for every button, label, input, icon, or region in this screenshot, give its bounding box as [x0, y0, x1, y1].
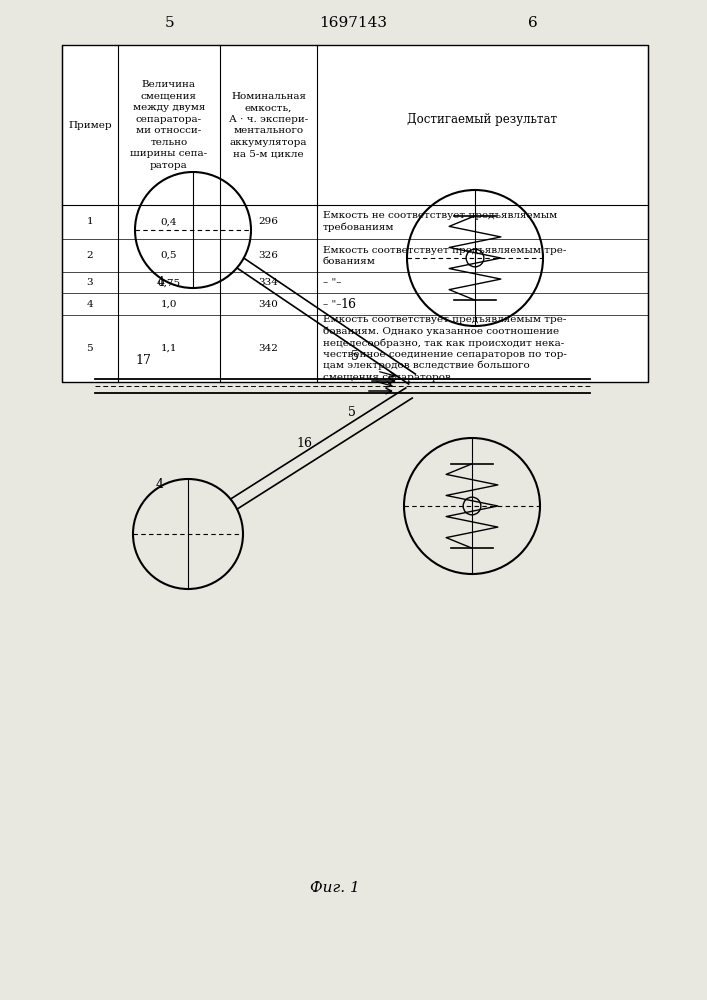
Text: Достигаемый результат: Достигаемый результат [407, 113, 558, 126]
Text: 1,1: 1,1 [160, 344, 177, 353]
Text: 5: 5 [348, 406, 356, 420]
Text: 296: 296 [259, 217, 279, 226]
Text: 326: 326 [259, 251, 279, 260]
Text: Величина
смещения
между двумя
сепаратора-
ми относси-
тельно
ширины сепа-
ратора: Величина смещения между двумя сепаратора… [130, 80, 208, 170]
Text: 6: 6 [528, 16, 538, 30]
Text: 334: 334 [259, 278, 279, 287]
Text: 1: 1 [86, 217, 93, 226]
Text: 342: 342 [259, 344, 279, 353]
Bar [62, 45, 648, 382]
Text: 1697143: 1697143 [319, 16, 387, 30]
Text: Пример: Пример [68, 120, 112, 129]
Text: 340: 340 [259, 300, 279, 309]
Text: 4: 4 [86, 300, 93, 309]
Text: 5: 5 [351, 351, 359, 363]
Text: Емкость не соответствует предъявляемым
требованиям: Емкость не соответствует предъявляемым т… [323, 211, 557, 232]
Text: – "–: – "– [323, 300, 341, 309]
Text: 5: 5 [86, 344, 93, 353]
Text: 2: 2 [86, 251, 93, 260]
Text: 0,75: 0,75 [158, 278, 180, 287]
Text: 0,5: 0,5 [160, 251, 177, 260]
Text: 5: 5 [165, 16, 175, 30]
Text: Номинальная
емкость,
А · ч. экспери-
ментального
аккумулятора
на 5-м цикле: Номинальная емкость, А · ч. экспери- мен… [229, 92, 308, 158]
Text: – "–: – "– [323, 278, 341, 287]
Text: 1,0: 1,0 [160, 300, 177, 309]
Text: 0,4: 0,4 [160, 217, 177, 226]
Text: Емкость соответствует предъявляемым тре-
бованиям. Однако указанное соотношение
: Емкость соответствует предъявляемым тре-… [323, 315, 567, 382]
Text: Емкость соответствует предъявляемым тре-
бованиям: Емкость соответствует предъявляемым тре-… [323, 246, 566, 266]
Text: 16: 16 [341, 298, 357, 311]
Text: 17: 17 [135, 354, 151, 366]
Text: 4: 4 [156, 478, 164, 490]
Text: 3: 3 [86, 278, 93, 287]
Text: 16: 16 [296, 437, 312, 450]
Text: Фиг. 1: Фиг. 1 [310, 881, 360, 895]
Text: 4: 4 [157, 276, 165, 290]
